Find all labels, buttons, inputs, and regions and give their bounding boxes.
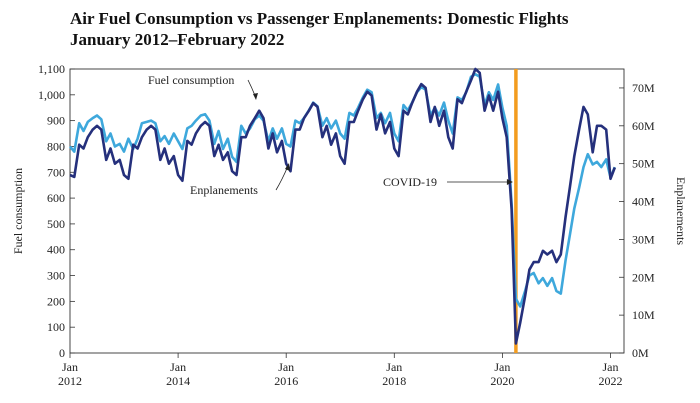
x-tick-label-month: Jan — [602, 360, 618, 374]
x-tick-label-year: 2016 — [274, 374, 298, 388]
left-y-tick-label: 500 — [47, 217, 65, 231]
left-y-tick-label: 200 — [47, 294, 65, 308]
x-tick-label-month: Jan — [170, 360, 186, 374]
left-axis-title: Fuel consumption — [11, 168, 25, 254]
covid-arrowhead — [506, 179, 513, 185]
x-tick-label-year: 2018 — [382, 374, 406, 388]
chart-subtitle: January 2012–February 2022 — [70, 30, 285, 49]
left-y-tick-label: 800 — [47, 139, 65, 153]
x-tick-label-month: Jan — [494, 360, 510, 374]
covid-annotation: COVID-19 — [383, 175, 437, 189]
right-y-tick-label: 70M — [632, 81, 655, 95]
right-axis-title: Enplanements — [674, 177, 688, 245]
plot-frame — [69, 68, 625, 354]
enplanements-annotation: Enplanements — [190, 183, 258, 197]
right-y-tick-label: 40M — [632, 195, 655, 209]
left-y-tick-label: 300 — [47, 269, 65, 283]
enplanements-leader — [275, 165, 289, 191]
x-tick-label-month: Jan — [386, 360, 402, 374]
fuel-consumption-arrowhead — [253, 93, 258, 100]
x-tick-label-year: 2014 — [166, 374, 190, 388]
right-y-tick-label: 10M — [632, 308, 655, 322]
left-y-tick-label: 400 — [47, 243, 65, 257]
fuel-consumption-line — [69, 72, 616, 308]
x-tick-label-month: Jan — [62, 360, 78, 374]
chart-title: Air Fuel Consumption vs Passenger Enplan… — [70, 9, 569, 28]
left-y-tick-label: 900 — [47, 114, 65, 128]
left-y-tick-label: 0 — [59, 346, 65, 360]
x-tick-label-year: 2020 — [490, 374, 514, 388]
x-tick-label-year: 2022 — [598, 374, 622, 388]
x-tick-label-month: Jan — [278, 360, 294, 374]
right-y-tick-label: 20M — [632, 270, 655, 284]
left-y-tick-label: 1,000 — [38, 88, 65, 102]
left-y-tick-label: 100 — [47, 320, 65, 334]
right-y-tick-label: 60M — [632, 119, 655, 133]
left-y-tick-label: 1,100 — [38, 62, 65, 76]
left-y-tick-label: 700 — [47, 165, 65, 179]
x-tick-label-year: 2012 — [58, 374, 82, 388]
enplanements-arrowhead — [285, 163, 290, 171]
fuel-consumption-annotation: Fuel consumption — [148, 73, 234, 87]
chart-title-block: Air Fuel Consumption vs Passenger Enplan… — [70, 8, 569, 50]
right-y-tick-label: 50M — [632, 157, 655, 171]
left-y-tick-label: 600 — [47, 191, 65, 205]
right-y-tick-label: 30M — [632, 232, 655, 246]
enplanements-line — [69, 67, 617, 345]
right-y-tick-label: 0M — [632, 346, 649, 360]
